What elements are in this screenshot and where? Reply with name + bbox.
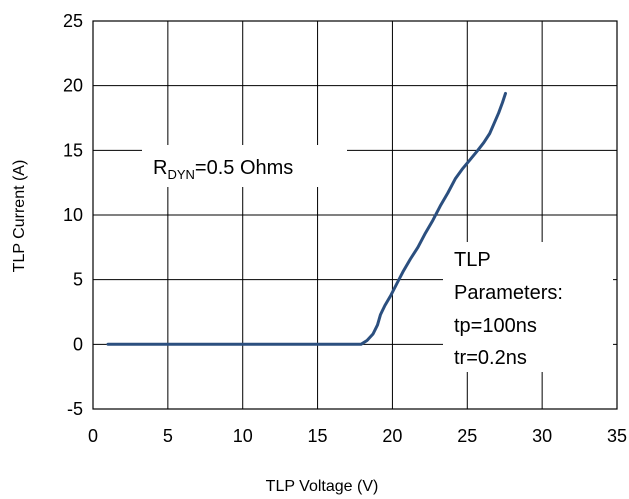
tlp-param-line-4: tr=0.2ns	[454, 347, 527, 369]
tlp-param-line-3: tp=100ns	[454, 315, 537, 337]
x-tick-label-0: 0	[88, 426, 98, 446]
grid-lines	[92, 20, 618, 410]
plot-area	[92, 20, 618, 410]
rdyn-subscript: DYN	[167, 167, 194, 182]
x-tick-label-4: 20	[382, 426, 402, 446]
x-tick-label-3: 15	[308, 426, 328, 446]
x-tick-labels: 0 5 10 15 20 25 30 35	[88, 426, 627, 446]
y-tick-label-2: 5	[73, 270, 83, 290]
tlp-param-line-1: TLP	[454, 249, 491, 271]
y-tick-label-1: 0	[73, 334, 83, 354]
series-line	[106, 91, 507, 346]
x-tick-label-1: 5	[163, 426, 173, 446]
y-tick-label-6: 25	[63, 11, 83, 31]
y-tick-label-5: 20	[63, 76, 83, 96]
tlp-param-line-2: Parameters:	[454, 282, 563, 304]
y-tick-labels: -5 0 5 10 15 20 25	[63, 11, 83, 419]
y-tick-label-4: 15	[63, 140, 83, 160]
y-tick-label-3: 10	[63, 205, 83, 225]
y-tick-label-0: -5	[67, 399, 83, 419]
y-axis-title: TLP Current (A)	[11, 160, 28, 273]
x-tick-label-7: 35	[607, 426, 627, 446]
rdyn-annotation-bg	[142, 145, 347, 187]
x-tick-label-2: 10	[233, 426, 253, 446]
x-axis-title: TLP Voltage (V)	[266, 478, 379, 495]
x-tick-label-6: 30	[532, 426, 552, 446]
tlp-parameters-annotation: TLP Parameters: tp=100ns tr=0.2ns	[454, 249, 563, 369]
rdyn-value: =0.5 Ohms	[195, 157, 293, 179]
x-tick-label-5: 25	[457, 426, 477, 446]
rdyn-prefix: R	[153, 157, 167, 179]
tlp-parameters-bg	[443, 242, 613, 372]
rdyn-annotation: RDYN=0.5 Ohms	[153, 157, 293, 182]
